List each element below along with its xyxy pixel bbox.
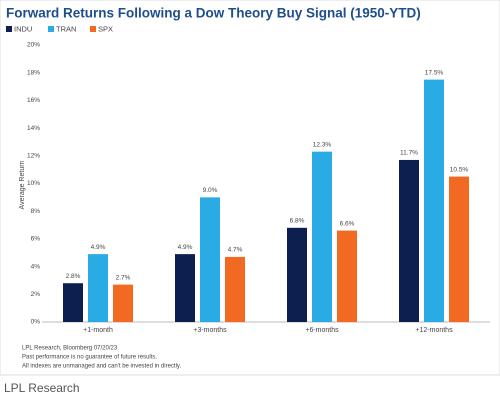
legend-label: TRAN <box>56 24 76 33</box>
bar <box>63 283 83 322</box>
y-tick-label: 2% <box>31 291 41 298</box>
bar <box>113 284 133 322</box>
bar <box>337 230 357 322</box>
y-tick-label: 18% <box>27 69 40 76</box>
bar <box>312 151 332 322</box>
bar <box>200 197 220 322</box>
y-tick-label: 14% <box>27 125 40 132</box>
y-tick-label: 20% <box>27 42 40 49</box>
value-label: 4.9% <box>178 244 193 251</box>
legend-label: INDU <box>14 24 32 33</box>
x-tick-label: +12-months <box>415 327 453 334</box>
value-label: 2.8% <box>66 273 81 280</box>
legend-swatch <box>6 26 12 32</box>
y-tick-label: 12% <box>27 153 40 160</box>
value-label: 10.5% <box>450 166 469 173</box>
y-tick-label: 4% <box>31 263 41 270</box>
footnote: All indexes are unmanaged and can't be i… <box>22 364 181 370</box>
legend-swatch <box>90 26 96 32</box>
caption: LPL Research <box>4 381 80 395</box>
value-label: 6.8% <box>290 218 305 225</box>
bar <box>449 176 469 322</box>
y-tick-label: 10% <box>27 180 40 187</box>
footnote: LPL Research, Bloomberg 07/20/23 <box>22 346 118 352</box>
value-label: 9.0% <box>203 187 218 194</box>
x-tick-label: +1-month <box>83 327 113 334</box>
bar <box>424 79 444 322</box>
chart-title: Forward Returns Following a Dow Theory B… <box>6 6 421 21</box>
value-label: 4.9% <box>91 244 106 251</box>
value-label: 6.6% <box>340 220 355 227</box>
value-label: 2.7% <box>116 274 131 281</box>
footnote: Past performance is no guarantee of futu… <box>22 355 157 361</box>
bar <box>175 254 195 322</box>
x-tick-label: +6-months <box>305 327 339 334</box>
legend-swatch <box>48 26 54 32</box>
bar <box>287 227 307 322</box>
y-tick-label: 16% <box>27 97 40 104</box>
y-tick-label: 0% <box>31 319 41 326</box>
bar <box>88 254 108 322</box>
value-label: 4.7% <box>228 247 243 254</box>
y-tick-label: 8% <box>31 208 41 215</box>
value-label: 17.5% <box>425 69 444 76</box>
bar <box>225 256 245 322</box>
y-tick-label: 6% <box>31 236 41 243</box>
x-tick-label: +3-months <box>193 327 227 334</box>
value-label: 11.7% <box>400 150 418 157</box>
legend-label: SPX <box>98 24 113 33</box>
bar <box>399 159 419 322</box>
y-axis-title: Average Return <box>19 160 26 209</box>
value-label: 12.3% <box>313 141 332 148</box>
